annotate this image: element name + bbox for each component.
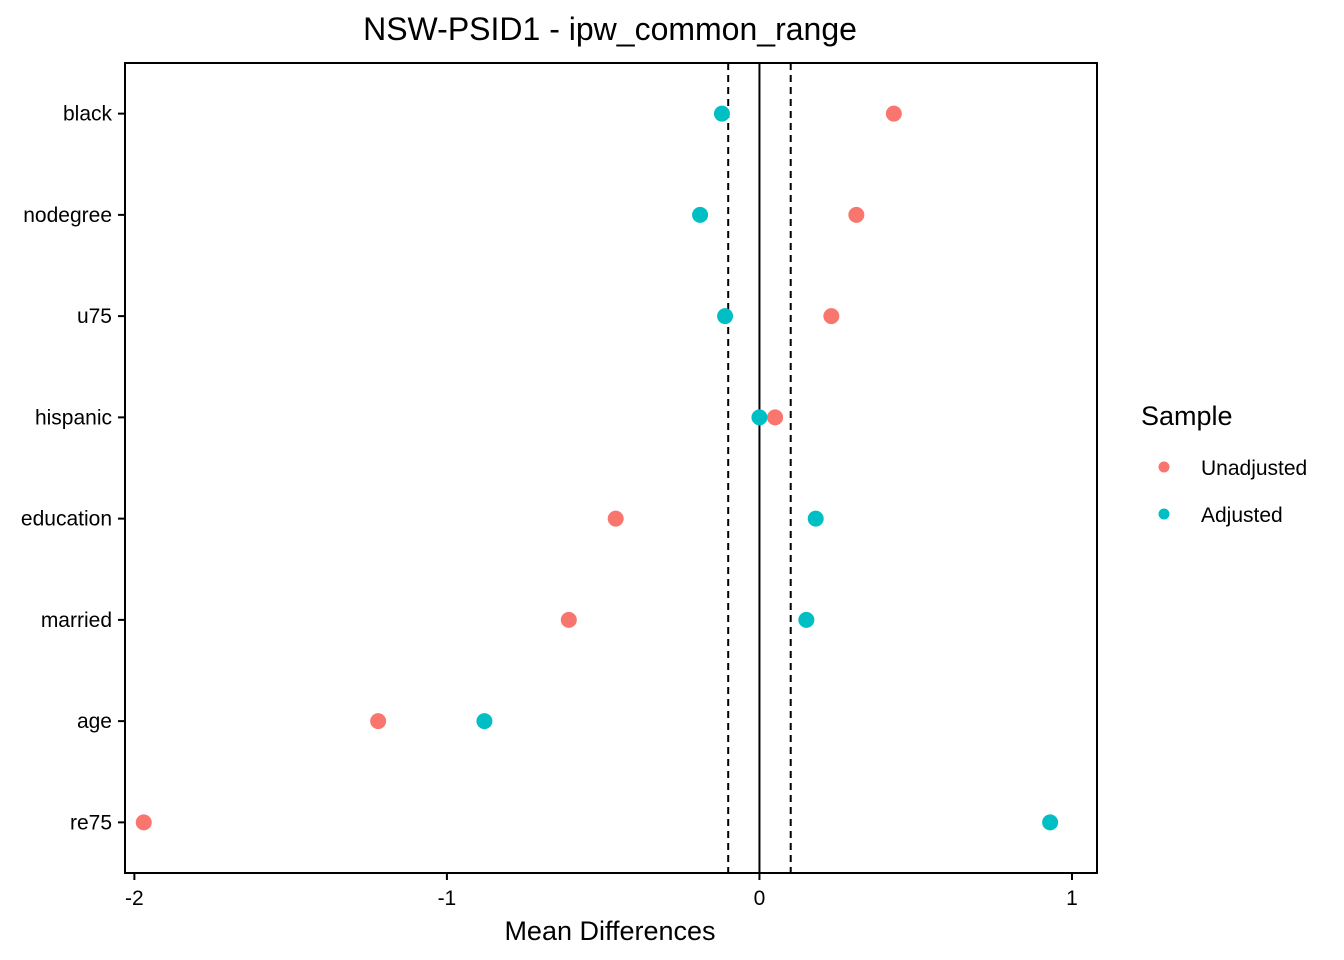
x-tick-label: 1	[1066, 887, 1078, 910]
point-adjusted-married	[798, 611, 815, 628]
legend-title: Sample	[1141, 401, 1233, 431]
legend: Sample Unadjusted Adjusted	[1141, 401, 1307, 527]
legend-label-adjusted: Adjusted	[1201, 504, 1283, 527]
point-adjusted-nodegree	[692, 206, 709, 223]
point-adjusted-age	[476, 713, 493, 730]
point-unadjusted-married	[560, 611, 577, 628]
reference-lines	[727, 63, 792, 873]
y-axis: black nodegree u75 hispanic education married…	[21, 103, 125, 834]
point-unadjusted-hispanic	[767, 409, 784, 426]
x-tick-label: 0	[754, 887, 766, 910]
x-tick-label: -2	[125, 887, 144, 910]
y-tick-label-nodegree: nodegree	[23, 204, 112, 227]
y-tick-label-black: black	[63, 103, 113, 126]
plot-panel	[124, 62, 1098, 874]
point-adjusted-hispanic	[751, 409, 768, 426]
point-adjusted-u75	[717, 308, 734, 325]
point-adjusted-education	[807, 510, 824, 527]
point-unadjusted-black	[885, 105, 902, 122]
legend-label-unadjusted: Unadjusted	[1201, 457, 1307, 480]
point-adjusted-black	[713, 105, 730, 122]
legend-key-adjusted	[1158, 508, 1170, 520]
y-tick-label-u75: u75	[77, 305, 112, 328]
y-tick-label-education: education	[21, 508, 112, 531]
chart-title: NSW-PSID1 - ipw_common_range	[363, 11, 857, 47]
y-tick-label-hispanic: hispanic	[35, 406, 112, 429]
point-unadjusted-education	[607, 510, 624, 527]
point-unadjusted-age	[370, 713, 387, 730]
y-tick-label-married: married	[41, 609, 112, 632]
y-tick-label-age: age	[77, 710, 112, 733]
point-unadjusted-nodegree	[848, 206, 865, 223]
data-points	[135, 105, 1059, 831]
x-axis-title: Mean Differences	[504, 916, 715, 946]
x-tick-label: -1	[438, 887, 457, 910]
point-unadjusted-re75	[135, 814, 152, 831]
legend-key-unadjusted	[1158, 461, 1170, 473]
point-adjusted-re75	[1042, 814, 1059, 831]
y-tick-label-re75: re75	[70, 811, 112, 834]
x-axis: -2 -1 0 1	[125, 873, 1078, 910]
point-unadjusted-u75	[823, 308, 840, 325]
